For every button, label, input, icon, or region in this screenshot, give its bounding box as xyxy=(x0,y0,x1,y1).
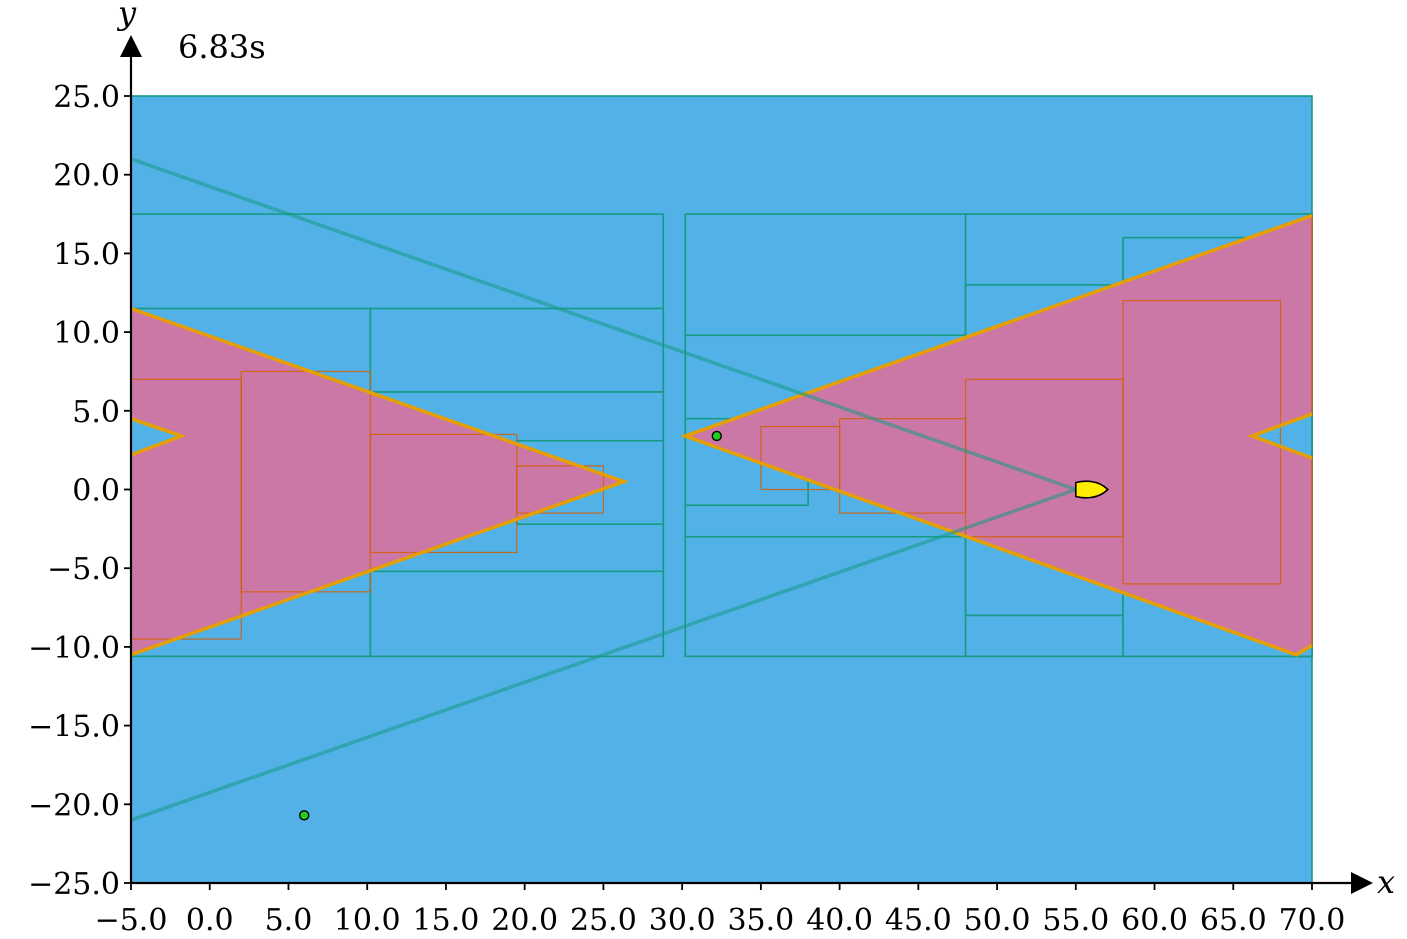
inner-box xyxy=(1122,300,1282,585)
x-tick-label: 50.0 xyxy=(964,903,1031,938)
x-tick-label: 0.0 xyxy=(186,903,234,938)
y-tick-label: 15.0 xyxy=(53,237,120,272)
marker-layer xyxy=(299,430,1109,821)
x-tick-label: 5.0 xyxy=(265,903,313,938)
x-tick-label: 30.0 xyxy=(649,903,716,938)
x-tick-label: 70.0 xyxy=(1279,903,1346,938)
boundary-line xyxy=(130,306,630,657)
beam-line xyxy=(130,157,1077,492)
x-tick-label: 20.0 xyxy=(491,903,558,938)
x-tick-label: −5.0 xyxy=(95,903,168,938)
robot-marker xyxy=(1075,480,1109,499)
landmark-marker xyxy=(711,430,722,442)
y-tick-label: −25.0 xyxy=(28,867,120,902)
axes: x y 6.83s xyxy=(116,0,1395,901)
outer-box xyxy=(369,307,665,393)
y-tick-label: −20.0 xyxy=(28,788,120,823)
y-tick-label: −15.0 xyxy=(28,710,120,745)
boundary-layer xyxy=(130,213,1313,657)
ticks-layer: −5.0 0.0 5.0 10.0 15.0 20.0 25.0 30.0 35.0 40.0 45… xyxy=(28,80,1345,938)
y-tick-label: −5.0 xyxy=(47,552,120,587)
y-tick-label: 10.0 xyxy=(53,316,120,351)
boundary-line xyxy=(130,417,187,457)
x-axis-label: x xyxy=(1377,863,1395,901)
x-tick-label: 15.0 xyxy=(413,903,480,938)
x-tick-label: 40.0 xyxy=(806,903,873,938)
x-tick-label: 25.0 xyxy=(570,903,637,938)
boundary-line xyxy=(680,213,1313,657)
y-tick-label: −10.0 xyxy=(28,631,120,666)
y-axis-label: y xyxy=(116,0,137,32)
beam-layer xyxy=(130,157,1077,822)
boundary-line xyxy=(1247,412,1313,460)
x-tick-label: 10.0 xyxy=(334,903,401,938)
x-tick-label: 60.0 xyxy=(1121,903,1188,938)
x-tick-label: 65.0 xyxy=(1200,903,1267,938)
y-tick-label: 20.0 xyxy=(53,159,120,194)
y-tick-label: 25.0 xyxy=(53,80,120,115)
x-tick-label: 45.0 xyxy=(885,903,952,938)
inner-box xyxy=(760,425,841,491)
outer-box xyxy=(369,570,665,658)
y-tick-label: 0.0 xyxy=(72,474,120,509)
x-tick-label: 55.0 xyxy=(1042,903,1109,938)
x-tick-label: 35.0 xyxy=(727,903,794,938)
y-tick-label: 5.0 xyxy=(72,395,120,430)
landmark-marker xyxy=(299,810,310,821)
time-label: 6.83s xyxy=(178,28,266,66)
beam-line xyxy=(130,487,1077,822)
